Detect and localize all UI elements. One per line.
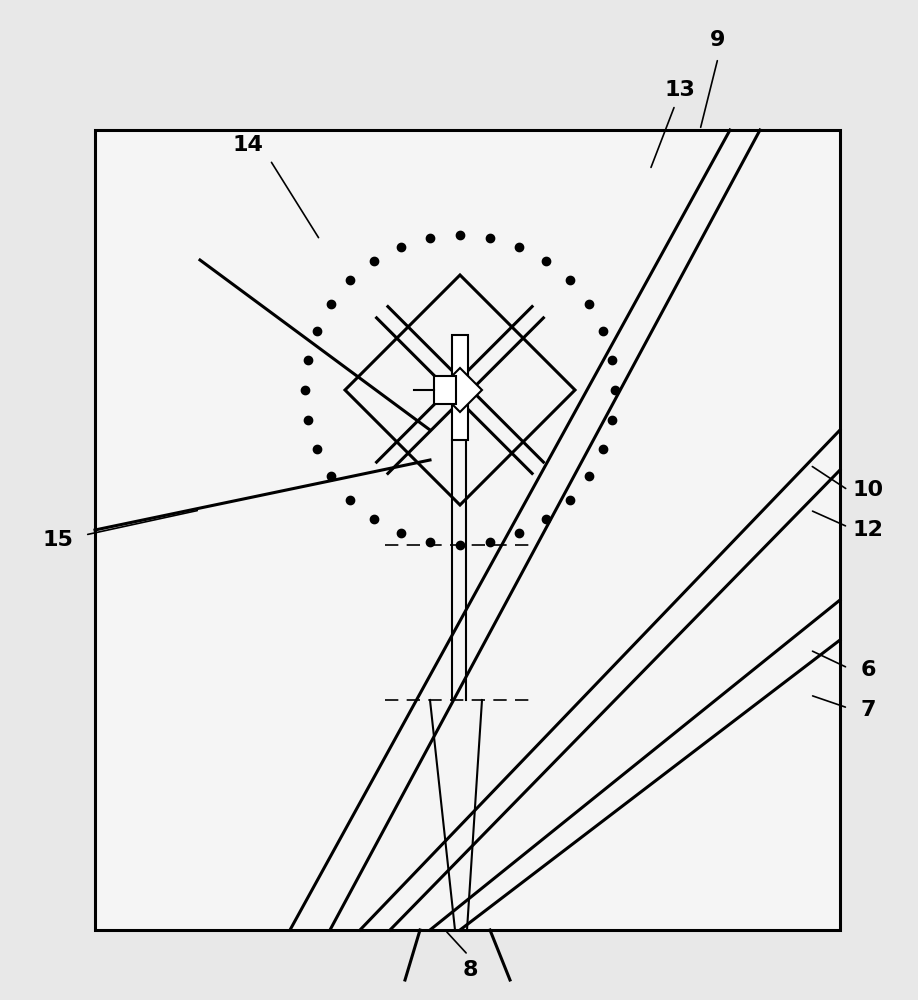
Text: 10: 10 [853, 480, 883, 500]
Polygon shape [438, 368, 482, 412]
Text: 15: 15 [42, 530, 73, 550]
Text: 8: 8 [463, 960, 477, 980]
Text: 14: 14 [232, 135, 263, 155]
Bar [434, 376, 456, 404]
Bar [452, 335, 468, 440]
Text: 13: 13 [665, 80, 696, 100]
Text: 9: 9 [711, 30, 726, 50]
Text: 6: 6 [860, 660, 876, 680]
Text: 12: 12 [853, 520, 883, 540]
Bar [95, 130, 840, 930]
Text: 7: 7 [860, 700, 876, 720]
